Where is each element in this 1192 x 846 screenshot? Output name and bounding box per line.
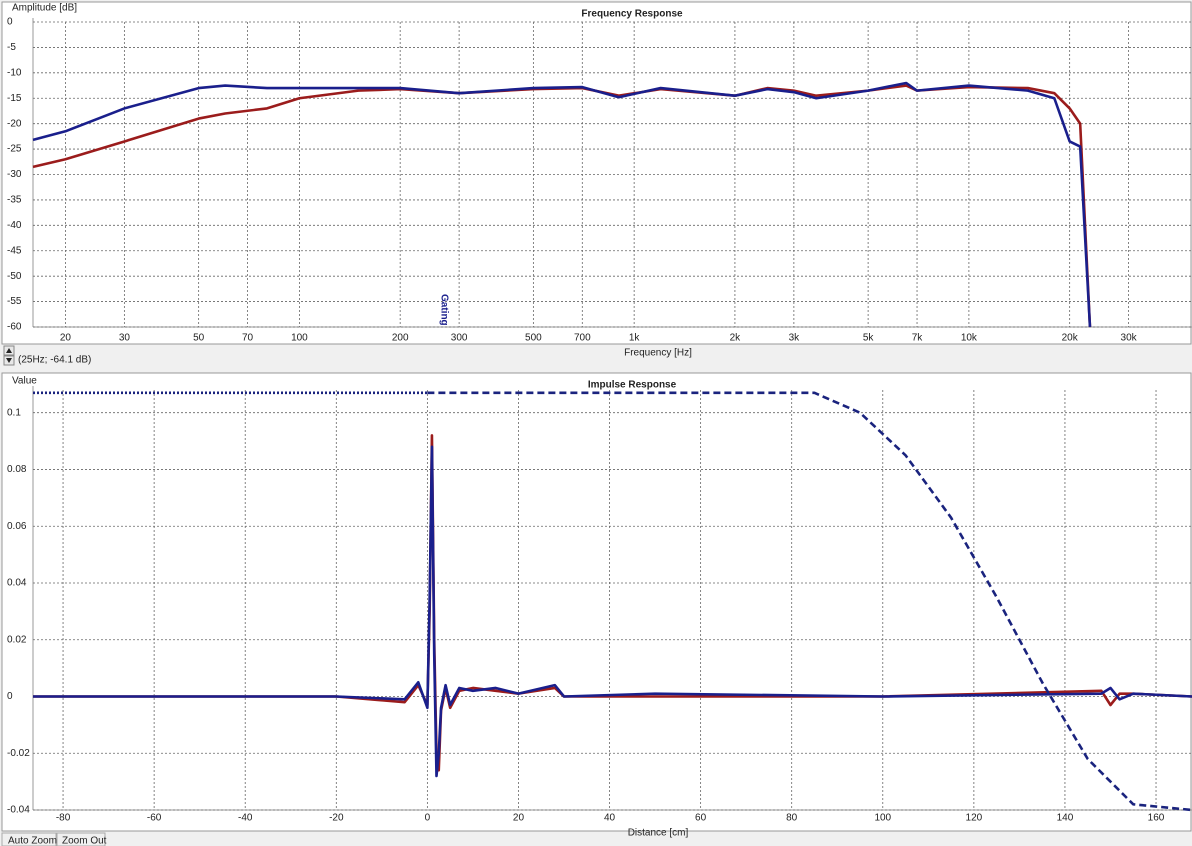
x-tick-label: 10k (961, 333, 978, 344)
y-tick-label: -5 (7, 42, 16, 53)
x-tick-label: -20 (329, 813, 344, 824)
y-tick-label: -0.04 (7, 805, 30, 816)
series-line (32, 81, 1092, 328)
y-tick-label: -20 (7, 118, 22, 129)
y-tick-label: 0.06 (7, 521, 27, 532)
y-tick-label: -60 (7, 322, 22, 333)
x-tick-label: 50 (193, 333, 205, 344)
x-tick-label: 100 (291, 333, 308, 344)
x-tick-label: -40 (238, 813, 253, 824)
x-tick-label: 20k (1062, 333, 1079, 344)
gating-marker: Gating (438, 294, 449, 326)
y-tick-label: -10 (7, 67, 22, 78)
x-tick-label: -60 (147, 813, 162, 824)
x-tick-label: 80 (786, 813, 798, 824)
y-tick-label: 0.1 (7, 407, 21, 418)
chart-title: Impulse Response (588, 380, 677, 391)
button-label: Auto Zoom (8, 836, 57, 846)
y-tick-label: 0.04 (7, 578, 27, 589)
x-tick-label: 2k (730, 333, 742, 344)
chart-title: Frequency Response (581, 9, 683, 20)
y-tick-label: 0.08 (7, 464, 27, 475)
y-tick-label: 0 (7, 17, 13, 28)
auto-zoom-button[interactable] (1, 832, 57, 846)
top-panel (1, 1, 1192, 345)
y-tick-label: -30 (7, 169, 22, 180)
y-tick-label: -50 (7, 271, 22, 282)
x-tick-label: 60 (695, 813, 707, 824)
y-tick-label: -15 (7, 93, 22, 104)
arrow-icon (6, 348, 12, 353)
x-tick-label: 0 (425, 813, 431, 824)
x-tick-label: 100 (874, 813, 891, 824)
x-tick-label: 30k (1121, 333, 1138, 344)
x-tick-label: 1k (629, 333, 641, 344)
x-tick-label: 120 (966, 813, 983, 824)
x-tick-label: 160 (1148, 813, 1165, 824)
y-tick-label: -0.02 (7, 748, 30, 759)
arrow-icon (6, 358, 12, 363)
series-line (33, 445, 1192, 778)
x-tick-label: 140 (1057, 813, 1074, 824)
x-tick-label: 20 (60, 333, 72, 344)
button-label: Zoom Out (62, 836, 107, 846)
y-axis-label: Value (12, 376, 37, 387)
x-tick-label: 40 (604, 813, 616, 824)
series-line (427, 391, 1192, 812)
x-tick-label: 70 (242, 333, 254, 344)
y-tick-label: -45 (7, 245, 22, 256)
x-tick-label: 7k (912, 333, 924, 344)
y-tick-label: -40 (7, 220, 22, 231)
x-axis-label: Distance [cm] (628, 828, 689, 839)
y-axis-label: Amplitude [dB] (12, 3, 77, 14)
x-tick-label: 3k (789, 333, 801, 344)
x-tick-label: 700 (574, 333, 591, 344)
bottom-panel (1, 372, 1192, 832)
x-tick-label: 500 (525, 333, 542, 344)
x-tick-label: 300 (451, 333, 468, 344)
y-tick-label: 0.02 (7, 634, 27, 645)
x-tick-label: 30 (119, 333, 131, 344)
x-tick-label: 20 (513, 813, 525, 824)
y-tick-label: 0 (7, 691, 13, 702)
x-axis-label: Frequency [Hz] (624, 348, 692, 359)
zoom-out-button[interactable] (56, 832, 106, 846)
x-tick-label: -80 (56, 813, 71, 824)
y-tick-label: -55 (7, 296, 22, 307)
x-tick-label: 5k (863, 333, 875, 344)
y-tick-label: -25 (7, 144, 22, 155)
x-tick-label: 200 (392, 333, 409, 344)
y-tick-label: -35 (7, 195, 22, 206)
cursor-readout: (25Hz; -64.1 dB) (18, 355, 91, 366)
